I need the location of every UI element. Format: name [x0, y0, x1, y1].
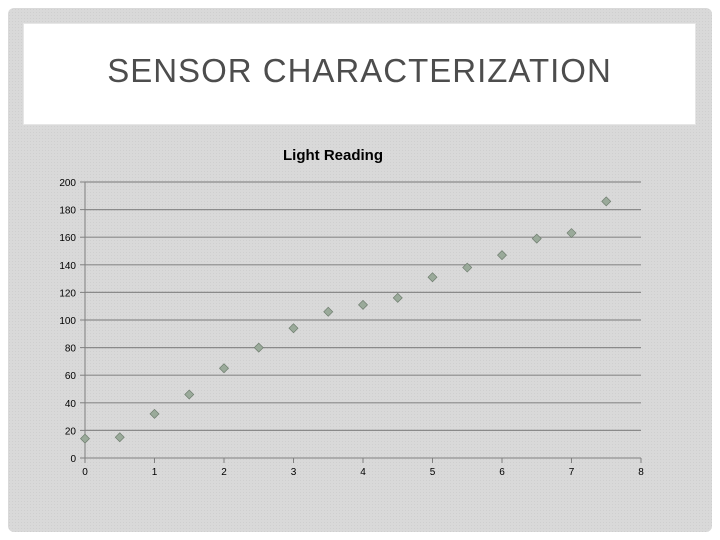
data-points — [80, 196, 612, 444]
axes — [80, 181, 642, 463]
x-tick-label: 2 — [221, 467, 227, 478]
y-tick-label: 180 — [59, 206, 76, 217]
data-point — [427, 272, 438, 283]
x-tick-label: 8 — [638, 467, 644, 478]
data-point — [323, 306, 334, 317]
data-point — [497, 250, 507, 261]
grid-lines — [85, 181, 641, 431]
y-tick-label: 140 — [59, 261, 76, 272]
x-tick-label: 7 — [569, 467, 575, 478]
data-point — [462, 262, 473, 273]
y-tick-label: 80 — [65, 344, 77, 355]
y-tick-label: 40 — [65, 399, 77, 410]
tick-labels: 0 20 40 60 80 100 120 140 160 180 200 0 1 2 3 4 5 6 7 8 — [59, 178, 644, 478]
y-tick-label: 200 — [59, 178, 76, 189]
data-point — [114, 432, 125, 443]
data-point — [149, 408, 160, 419]
data-point — [219, 363, 229, 374]
x-tick-label: 1 — [152, 467, 158, 478]
data-point — [566, 228, 577, 239]
y-tick-label: 160 — [59, 233, 76, 244]
y-tick-label: 20 — [65, 426, 77, 437]
title-box: SENSOR CHARACTERIZATION — [24, 24, 695, 124]
y-tick-label: 60 — [65, 371, 77, 382]
y-tick-label: 100 — [59, 316, 76, 327]
x-tick-label: 3 — [291, 467, 297, 478]
x-tick-label: 5 — [430, 467, 436, 478]
y-tick-label: 0 — [70, 454, 76, 465]
data-point — [253, 342, 264, 353]
y-tick-label: 120 — [59, 288, 76, 299]
data-point — [392, 292, 403, 303]
x-tick-label: 6 — [499, 467, 505, 478]
x-tick-label: 0 — [82, 467, 88, 478]
chart-title: Light Reading — [283, 147, 383, 164]
data-point — [80, 433, 90, 444]
data-point — [288, 323, 299, 334]
data-point — [601, 196, 612, 207]
data-point — [184, 389, 195, 400]
data-point — [358, 299, 368, 310]
x-tick-label: 4 — [360, 467, 366, 478]
slide-title: SENSOR CHARACTERIZATION — [107, 52, 612, 89]
data-point — [531, 233, 542, 244]
